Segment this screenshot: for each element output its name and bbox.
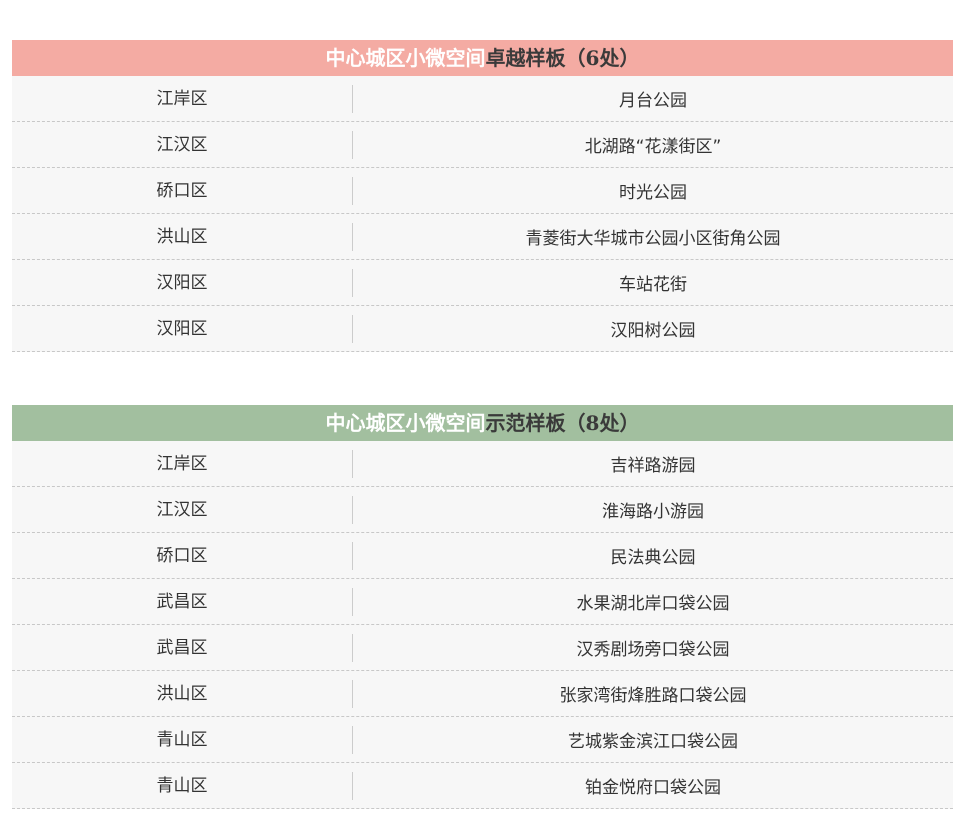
district-cell: 洪山区 — [12, 679, 353, 708]
excellence-table: 中心城区小微空间卓越样板（6处） 江岸区 月台公园江汉区 北湖路“花漾街区” 硚口区 时光… — [12, 40, 953, 352]
district-cell: 洪山区 — [12, 222, 353, 251]
site-cell: 水果湖北岸口袋公园 — [576, 594, 730, 614]
site-cell: 青菱街大华城市公园小区街角公园 — [525, 229, 781, 249]
site-cell: 民法典公园 — [610, 548, 696, 568]
site-cell: 铂金悦府口袋公园 — [585, 778, 721, 798]
table-row: 武昌区 汉秀剧场旁口袋公园 — [12, 625, 953, 671]
table-row: 江岸区 吉祥路游园 — [12, 441, 953, 487]
district-cell: 江汉区 — [12, 495, 353, 524]
site-cell: 张家湾街烽胜路口袋公园 — [559, 686, 747, 706]
site-cell: 北湖路“花漾街区” — [584, 137, 722, 157]
title-suffix: 示范样板（8处） — [485, 411, 640, 435]
table-row: 江汉区 淮海路小游园 — [12, 487, 953, 533]
district-cell: 青山区 — [12, 771, 353, 800]
district-cell: 江岸区 — [12, 449, 353, 478]
table-header: 中心城区小微空间示范样板（8处） — [12, 405, 953, 441]
district-cell: 汉阳区 — [12, 314, 353, 343]
site-cell: 吉祥路游园 — [610, 456, 696, 476]
district-cell: 武昌区 — [12, 633, 353, 662]
site-cell: 艺城紫金滨江口袋公园 — [568, 732, 738, 752]
site-cell: 车站花街 — [619, 275, 687, 295]
site-cell: 月台公园 — [619, 91, 687, 111]
district-cell: 江汉区 — [12, 130, 353, 159]
table-row: 武昌区 水果湖北岸口袋公园 — [12, 579, 953, 625]
site-cell: 汉阳树公园 — [610, 321, 696, 341]
demonstration-table: 中心城区小微空间示范样板（8处） 江岸区 吉祥路游园江汉区 淮海路小游园硚口区 民法典公… — [12, 405, 953, 809]
site-cell: 时光公园 — [619, 183, 687, 203]
table-row: 汉阳区 汉阳树公园 — [12, 306, 953, 352]
site-cell: 汉秀剧场旁口袋公园 — [576, 640, 730, 660]
district-cell: 硚口区 — [12, 541, 353, 570]
table-row: 洪山区 青菱街大华城市公园小区街角公园 — [12, 214, 953, 260]
district-cell: 江岸区 — [12, 84, 353, 113]
title-prefix: 中心城区小微空间 — [325, 46, 486, 70]
table-row: 硚口区 民法典公园 — [12, 533, 953, 579]
district-cell: 青山区 — [12, 725, 353, 754]
table-row: 江岸区 月台公园 — [12, 76, 953, 122]
table-row: 硚口区 时光公园 — [12, 168, 953, 214]
title-suffix: 卓越样板（6处） — [485, 46, 640, 70]
site-cell: 淮海路小游园 — [602, 502, 704, 522]
table-row: 洪山区 张家湾街烽胜路口袋公园 — [12, 671, 953, 717]
table-row: 汉阳区 车站花街 — [12, 260, 953, 306]
table-row: 青山区 铂金悦府口袋公园 — [12, 763, 953, 809]
district-cell: 武昌区 — [12, 587, 353, 616]
district-cell: 汉阳区 — [12, 268, 353, 297]
table-row: 江汉区 北湖路“花漾街区” — [12, 122, 953, 168]
district-cell: 硚口区 — [12, 176, 353, 205]
title-prefix: 中心城区小微空间 — [325, 411, 486, 435]
table-row: 青山区 艺城紫金滨江口袋公园 — [12, 717, 953, 763]
table-header: 中心城区小微空间卓越样板（6处） — [12, 40, 953, 76]
